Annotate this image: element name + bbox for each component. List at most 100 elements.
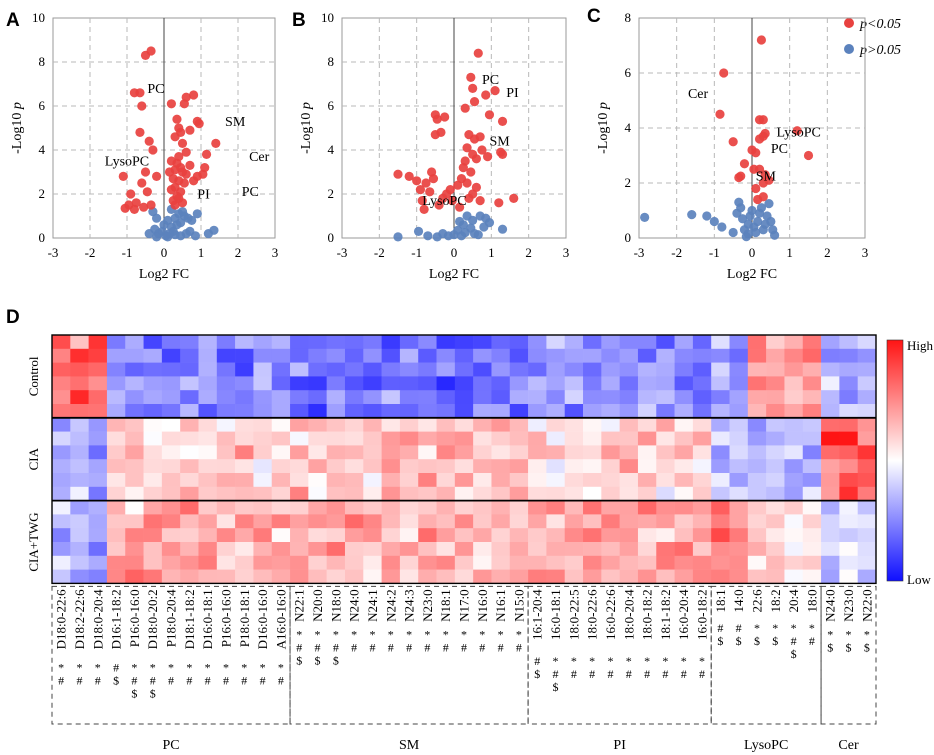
heatmap-cell (473, 528, 492, 543)
heatmap-cell (436, 486, 456, 501)
heatmap-cell (216, 390, 236, 405)
heatmap-cell (198, 362, 218, 377)
heatmap-cell (70, 528, 89, 543)
heatmap-cell (656, 569, 675, 584)
heatmap-cell (528, 376, 547, 391)
significance-mark: * (388, 627, 394, 641)
heatmap-cell (271, 445, 291, 460)
significance-mark: # (736, 621, 742, 635)
sig-point-b (432, 114, 442, 124)
heatmap-cell (674, 528, 694, 543)
significance-mark: # (95, 673, 101, 687)
heatmap-column-label: N24:3 (402, 589, 417, 622)
heatmap-cell (125, 362, 144, 377)
heatmap-cell (509, 473, 529, 488)
nonsig-point-c (717, 222, 727, 232)
significance-mark: # (553, 667, 559, 681)
significance-mark: $ (736, 634, 742, 648)
heatmap-cell (125, 445, 144, 460)
heatmap-cell (52, 390, 71, 405)
y-axis-label-c: -Log10 p (596, 102, 611, 154)
heatmap-cell (601, 404, 620, 419)
heatmap-cell (70, 348, 89, 363)
heatmap-cell (509, 335, 529, 350)
sig-point-b (453, 180, 463, 190)
heatmap-cell (106, 417, 126, 432)
x-tick-label-b: 2 (525, 245, 532, 260)
heatmap-cell (308, 348, 327, 363)
heatmap-cell (363, 417, 382, 432)
significance-mark: * (754, 621, 760, 635)
heatmap-cell (106, 390, 126, 405)
nonsig-point-b (423, 231, 433, 241)
heatmap-cell (198, 528, 218, 543)
heatmap-cell (399, 514, 419, 529)
heatmap-cell (418, 500, 437, 515)
annotation-a: PI (197, 187, 210, 202)
heatmap-cell (436, 514, 456, 529)
heatmap-cell (729, 542, 749, 557)
nonsig-point-c (702, 211, 712, 221)
heatmap-cell (143, 362, 163, 377)
heatmap-cell (821, 459, 840, 474)
heatmap-cell (601, 459, 620, 474)
sig-point-c (715, 109, 725, 119)
sig-point-c (754, 164, 765, 174)
heatmap-cell (601, 445, 620, 460)
heatmap-cell (125, 528, 144, 543)
heatmap-cell (88, 473, 108, 488)
heatmap-cell (528, 514, 547, 529)
heatmap-cell (637, 335, 657, 350)
annotation-c: LysoPC (776, 125, 820, 140)
heatmap-cell (619, 486, 639, 501)
heatmap-cell (839, 348, 858, 363)
heatmap-cell (418, 362, 437, 377)
heatmap-cell (857, 459, 877, 474)
heatmap-cell (125, 390, 144, 405)
heatmap-cell (729, 390, 749, 405)
significance-mark: * (168, 660, 174, 674)
heatmap-cell (198, 431, 218, 446)
heatmap-cell (583, 431, 602, 446)
heatmap-cell (729, 348, 749, 363)
significance-mark: # (260, 673, 266, 687)
heatmap-cell (784, 473, 804, 488)
heatmap-cell (143, 445, 163, 460)
heatmap-cell (326, 555, 346, 570)
heatmap-cell (601, 431, 620, 446)
heatmap-cell (52, 473, 71, 488)
heatmap-cell (473, 542, 492, 557)
heatmap-cell (509, 514, 529, 529)
heatmap-cell (436, 417, 456, 432)
heatmap-cell (473, 569, 492, 584)
heatmap-cell (528, 362, 547, 377)
heatmap-cell (821, 542, 840, 557)
heatmap-column-label: N24:0 (823, 589, 838, 622)
heatmap-cell (180, 348, 199, 363)
heatmap-cell (271, 362, 291, 377)
heatmap-cell (88, 555, 108, 570)
heatmap-cell (619, 431, 639, 446)
heatmap-cell (473, 376, 492, 391)
sig-point-b (427, 167, 437, 177)
heatmap-cell (198, 335, 218, 350)
significance-mark: # (809, 634, 815, 648)
heatmap-column-label: 16:0-20:4 (676, 589, 691, 640)
heatmap-cell (491, 569, 511, 584)
significance-mark: # (479, 640, 485, 654)
nonsig-point-c (766, 216, 776, 227)
heatmap-cell (839, 404, 858, 419)
heatmap-cell (491, 431, 511, 446)
heatmap-column-label: 18:1-18:2 (658, 589, 673, 640)
heatmap-cell (454, 528, 474, 543)
annotation-b: PI (506, 86, 519, 101)
sig-point-a (189, 90, 199, 100)
heatmap-cell (235, 335, 254, 350)
heatmap-cell (216, 528, 236, 543)
heatmap-cell (509, 445, 529, 460)
heatmap-cell (198, 348, 218, 363)
heatmap-cell (857, 362, 877, 377)
heatmap-cell (235, 555, 254, 570)
heatmap-cell (766, 569, 785, 584)
heatmap-cell (766, 445, 785, 460)
